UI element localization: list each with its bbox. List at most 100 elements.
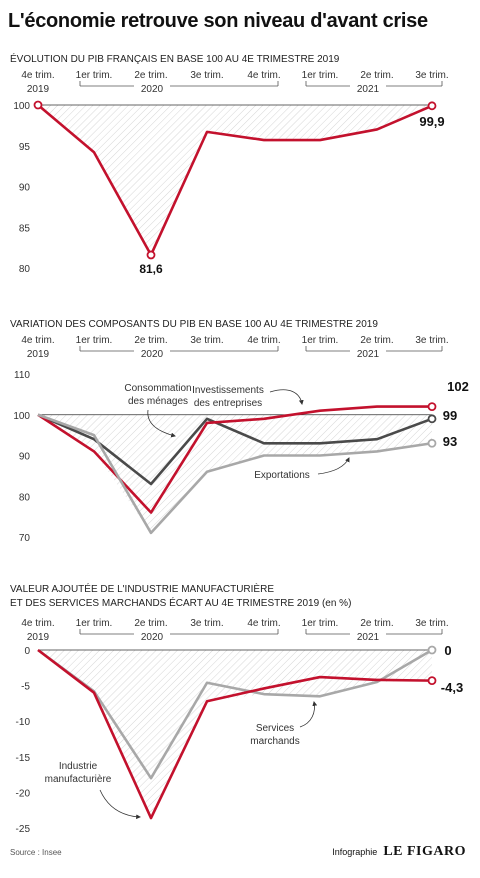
end-point (33, 100, 43, 110)
chart-title: ÉVOLUTION DU PIB FRANÇAIS EN BASE 100 AU… (10, 52, 340, 65)
annotation-arrow (269, 389, 304, 405)
hatch-area (38, 414, 432, 533)
year-label: 2020 (141, 632, 164, 643)
y-tick-label: 100 (13, 411, 30, 422)
period-year: 2019 (27, 632, 50, 643)
end-point (146, 250, 156, 260)
chart-title: ET DES SERVICES MARCHANDS ÉCART AU 4E TR… (10, 596, 351, 609)
y-tick-label: -20 (16, 788, 31, 799)
y-tick-label: 80 (19, 492, 31, 503)
end-point (427, 676, 437, 686)
end-point (427, 101, 437, 111)
credit-prefix: Infographie (332, 847, 378, 857)
year-label: 2021 (357, 349, 380, 360)
annotation-text: manufacturière (45, 774, 112, 785)
end-value-label: -4,3 (441, 680, 463, 695)
year-bracket-2020: 2020 (79, 346, 279, 360)
end-point (427, 414, 437, 424)
annotation-text: Industrie (59, 761, 98, 772)
period-label: 4e trim. (247, 335, 280, 346)
year-bracket-2021: 2021 (305, 81, 443, 95)
y-tick-label: 110 (14, 370, 30, 381)
annotation-text: Services (256, 723, 294, 734)
series-line (37, 648, 433, 820)
series-line (37, 413, 433, 486)
period-label: 3e trim. (190, 335, 223, 346)
period-label: 2e trim. (360, 70, 393, 81)
annotation-text: Exportations (254, 470, 310, 481)
period-label: 1er trim. (302, 335, 339, 346)
y-tick-label: 95 (19, 142, 31, 153)
year-label: 2020 (141, 84, 164, 95)
y-tick-label: 80 (19, 264, 31, 275)
period-label: 1er trim. (76, 618, 113, 629)
y-tick-label: -5 (21, 682, 30, 693)
y-tick-label: -10 (16, 717, 31, 728)
period-label: 4e trim. (247, 618, 280, 629)
min-value-label: 81,6 (139, 262, 163, 276)
period-label: 4e trim. (247, 70, 280, 81)
y-tick-label: 70 (19, 533, 31, 544)
end-value-label: 0 (444, 643, 451, 658)
annotation-text: Investissements (192, 385, 264, 396)
year-bracket-2021: 2021 (305, 629, 443, 643)
annotation-text: Consommation (124, 383, 191, 394)
end-point (427, 438, 437, 448)
y-tick-label: 85 (19, 223, 31, 234)
y-tick-label: -25 (16, 824, 31, 835)
page-title: L'économie retrouve son niveau d'avant c… (8, 10, 428, 32)
period-label: 2e trim. (134, 70, 167, 81)
end-value-label: 99,9 (419, 114, 444, 129)
end-point (427, 645, 437, 655)
period-label: 1er trim. (302, 70, 339, 81)
series-line (37, 413, 433, 535)
period-label: 2e trim. (134, 618, 167, 629)
year-bracket-2021: 2021 (305, 346, 443, 360)
annotation-arrow (147, 409, 176, 438)
period-label: 2e trim. (134, 335, 167, 346)
annotation-arrow (99, 789, 141, 820)
series-line (37, 405, 432, 514)
period-year: 2019 (27, 349, 50, 360)
year-label: 2021 (357, 632, 380, 643)
y-tick-label: 0 (24, 646, 30, 657)
end-value-label: 102 (447, 379, 469, 394)
year-label: 2020 (141, 349, 164, 360)
chart-composants: VARIATION DES COMPOSANTS DU PIB EN BASE … (10, 319, 469, 544)
y-tick-label: 100 (13, 101, 30, 112)
end-value-label: 93 (443, 434, 457, 449)
y-tick-label: 90 (19, 452, 31, 463)
annotation-arrow (299, 701, 318, 728)
period-label: 3e trim. (415, 70, 448, 81)
hatch-area (38, 105, 432, 255)
chart-title: VALEUR AJOUTÉE DE L'INDUSTRIE MANUFACTUR… (10, 582, 274, 595)
hatch-area (38, 650, 432, 819)
credit: Infographie LE FIGARO (332, 844, 466, 860)
chart-valeur-ajoutee: VALEUR AJOUTÉE DE L'INDUSTRIE MANUFACTUR… (10, 582, 463, 835)
period-label: 3e trim. (190, 618, 223, 629)
period-label: 1er trim. (302, 618, 339, 629)
year-bracket-2020: 2020 (79, 629, 279, 643)
annotation-text: des ménages (128, 396, 188, 407)
series-line (37, 104, 433, 257)
annotation-text: marchands (250, 736, 299, 747)
period-label: 1er trim. (76, 335, 113, 346)
annotation-arrow (317, 457, 350, 475)
year-bracket-2020: 2020 (79, 81, 279, 95)
end-value-label: 99 (443, 408, 457, 423)
chart-title: VARIATION DES COMPOSANTS DU PIB EN BASE … (10, 319, 378, 330)
chart-pib: ÉVOLUTION DU PIB FRANÇAIS EN BASE 100 AU… (10, 52, 449, 276)
y-tick-label: -15 (16, 753, 31, 764)
annotation-text: des entreprises (194, 398, 262, 409)
period-label: 3e trim. (190, 70, 223, 81)
end-point (427, 402, 437, 412)
period-label: 4e trim. (21, 70, 54, 81)
brand-logo: LE FIGARO (383, 844, 466, 859)
period-year: 2019 (27, 84, 50, 95)
period-label: 3e trim. (415, 335, 448, 346)
source-note: Source : Insee (10, 848, 62, 857)
series-line (37, 648, 433, 780)
period-label: 2e trim. (360, 335, 393, 346)
